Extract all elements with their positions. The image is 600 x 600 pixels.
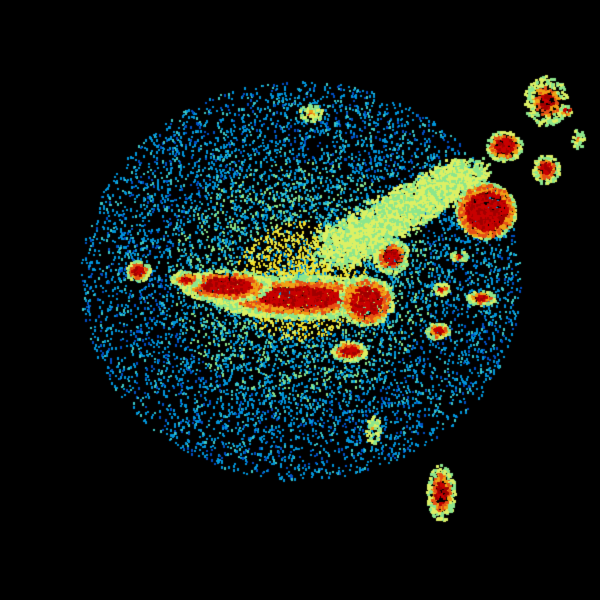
radar-reflectivity-image — [0, 0, 600, 600]
